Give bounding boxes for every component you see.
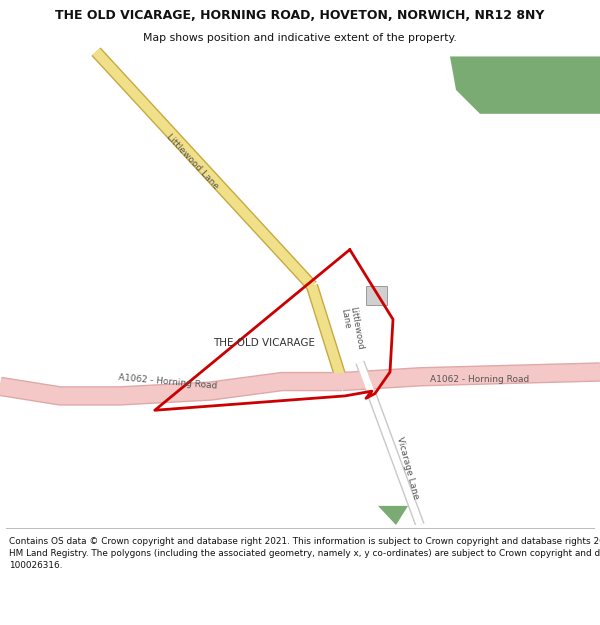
Text: Littlewood Lane: Littlewood Lane [164, 132, 220, 191]
Text: THE OLD VICARAGE: THE OLD VICARAGE [213, 338, 315, 348]
Text: Map shows position and indicative extent of the property.: Map shows position and indicative extent… [143, 32, 457, 43]
Text: THE OLD VICARAGE, HORNING ROAD, HOVETON, NORWICH, NR12 8NY: THE OLD VICARAGE, HORNING ROAD, HOVETON,… [55, 9, 545, 22]
Text: Contains OS data © Crown copyright and database right 2021. This information is : Contains OS data © Crown copyright and d… [9, 537, 600, 569]
Polygon shape [366, 286, 387, 305]
Text: A1062 - Horning Road: A1062 - Horning Road [118, 372, 218, 391]
Text: Littlewood
Lane: Littlewood Lane [339, 306, 365, 352]
Text: Vicarage Lane: Vicarage Lane [395, 436, 421, 500]
Text: A1062 - Horning Road: A1062 - Horning Road [430, 374, 530, 384]
Polygon shape [378, 506, 408, 525]
Polygon shape [450, 56, 600, 114]
